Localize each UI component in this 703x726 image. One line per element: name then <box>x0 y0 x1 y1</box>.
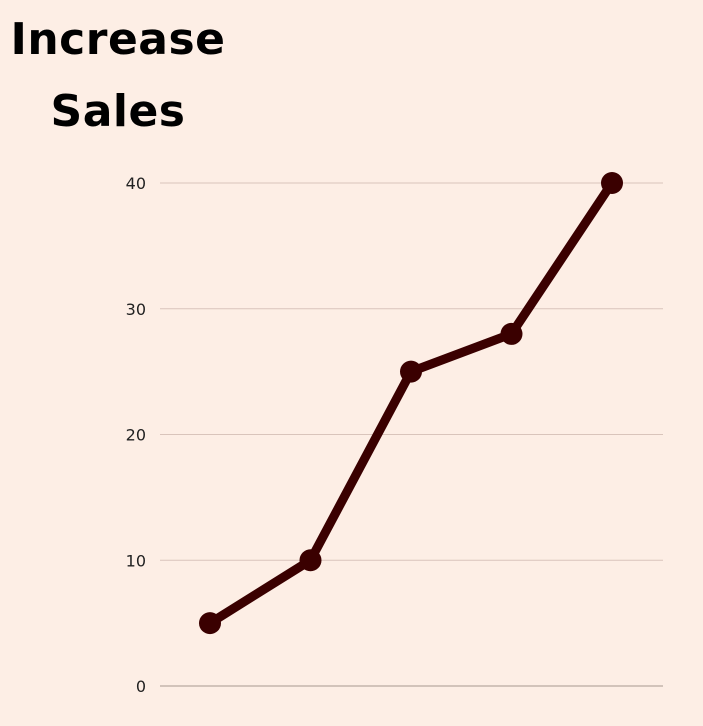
series-line <box>205 178 617 628</box>
data-point <box>601 172 623 194</box>
data-point <box>500 322 523 345</box>
data-point <box>199 612 221 635</box>
y-tick-label: 20 <box>126 426 146 445</box>
y-tick-label: 40 <box>126 174 146 193</box>
y-tick-label: 0 <box>136 677 146 696</box>
y-tick-label: 10 <box>126 551 146 570</box>
data-point <box>400 360 422 383</box>
y-tick-label: 30 <box>126 300 146 319</box>
data-point <box>299 549 322 572</box>
chart-title: Increase Sales <box>10 14 226 137</box>
